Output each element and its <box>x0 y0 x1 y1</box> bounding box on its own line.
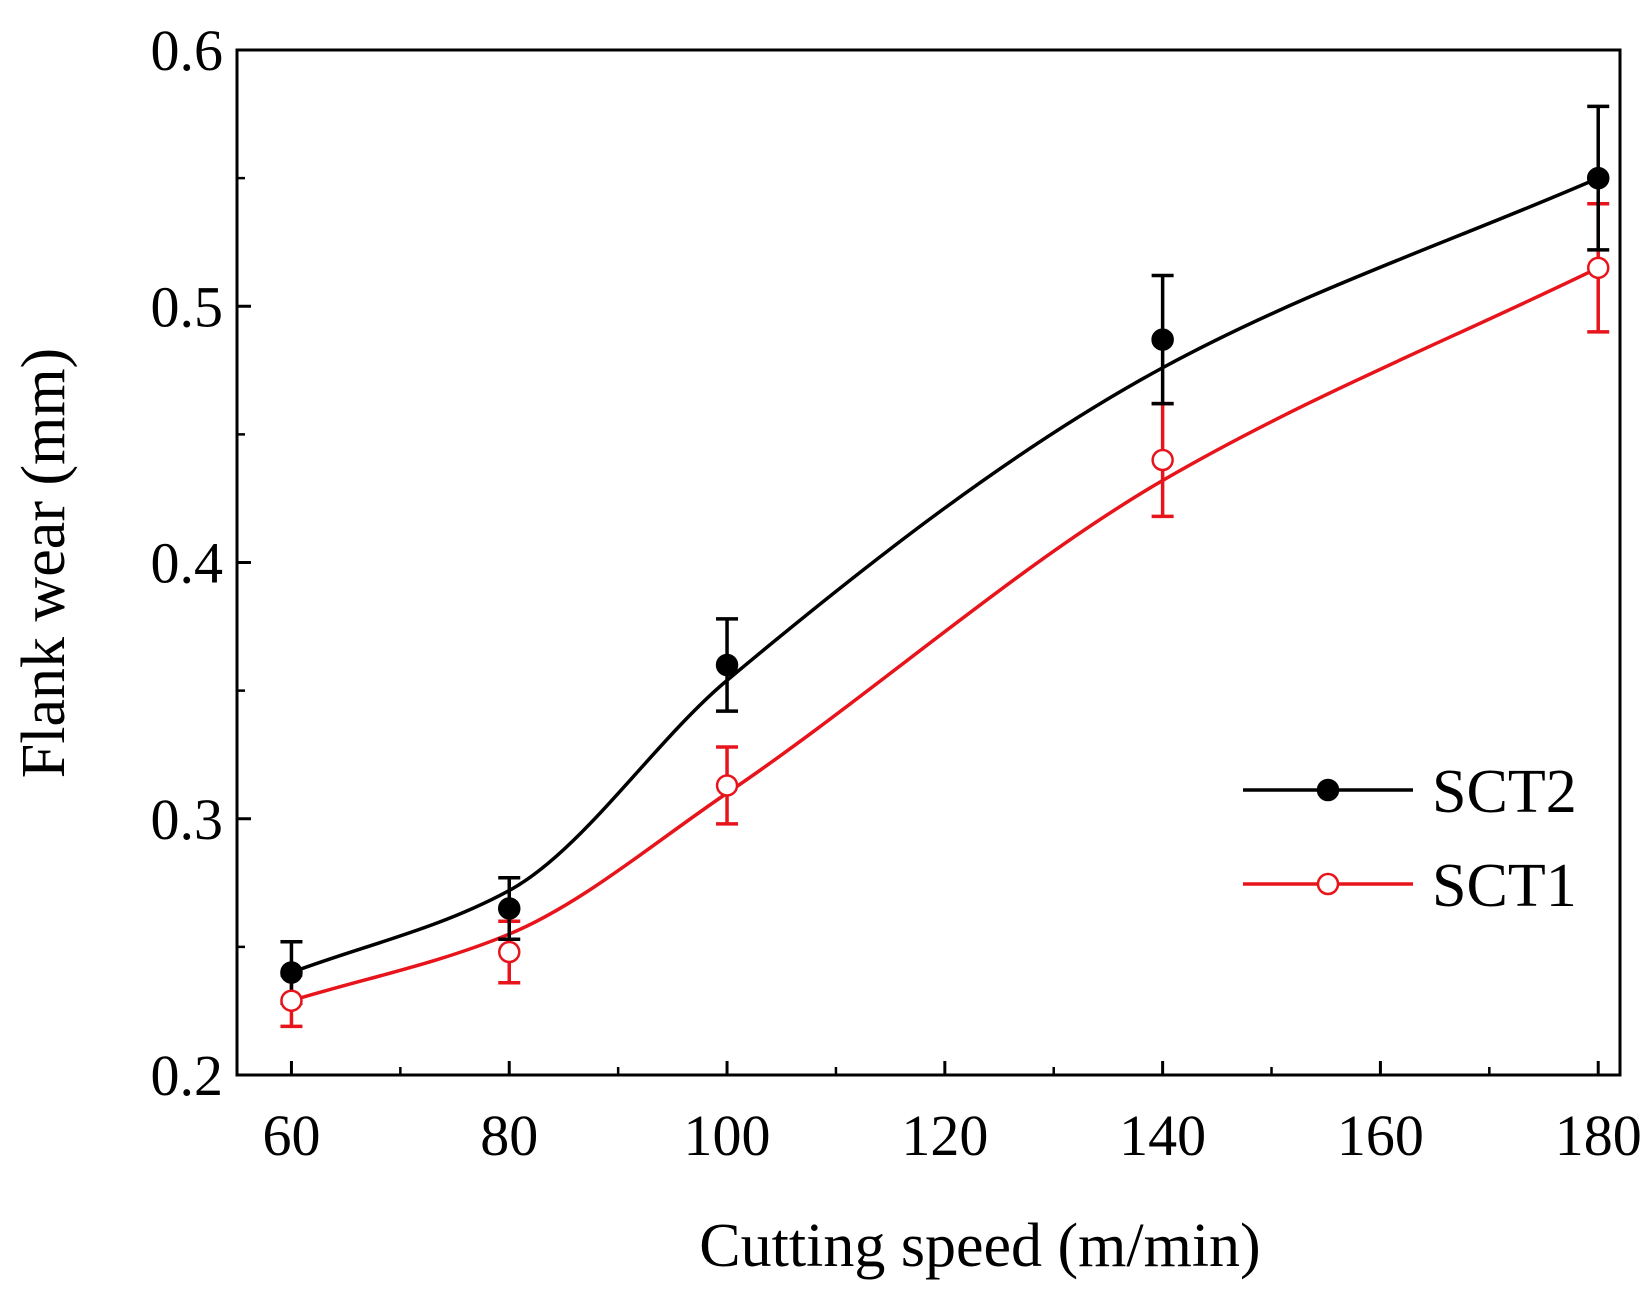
data-point-sct1 <box>715 774 739 797</box>
y-tick-label: 0.2 <box>151 1043 224 1108</box>
data-point-sct2 <box>715 653 739 677</box>
x-tick-label: 180 <box>1555 1103 1642 1168</box>
y-tick-label: 0.4 <box>151 531 224 596</box>
series-line-sct2 <box>290 176 1599 975</box>
data-point-sct1 <box>497 940 521 964</box>
x-axis-label: Cutting speed (m/min) <box>699 1212 1260 1280</box>
x-tick-label: 80 <box>480 1103 538 1168</box>
data-point-sct2 <box>1151 328 1174 351</box>
y-tick-label: 0.6 <box>151 18 224 83</box>
legend-marker-sct1 <box>1316 872 1340 896</box>
data-point-sct1 <box>280 989 303 1012</box>
data-point-sct1 <box>1586 256 1610 280</box>
data-point-sct2 <box>280 961 303 984</box>
x-tick-label: 120 <box>901 1103 988 1168</box>
x-tick-label: 160 <box>1337 1103 1424 1168</box>
legend-label-sct1: SCT1 <box>1432 852 1577 920</box>
series-line-sct1 <box>290 266 1599 1003</box>
x-tick-label: 140 <box>1119 1103 1206 1168</box>
data-point-sct2 <box>1586 166 1610 190</box>
x-tick-label: 60 <box>262 1103 320 1168</box>
x-tick-label: 100 <box>684 1103 771 1168</box>
y-tick-label: 0.3 <box>151 787 224 852</box>
legend-marker-sct2 <box>1316 778 1340 802</box>
data-point-sct2 <box>497 897 521 920</box>
y-axis-ticks: 0.2 0.3 0.4 0.5 0.6 <box>151 18 251 1108</box>
legend: SCT2 SCT1 <box>1243 758 1577 920</box>
data-point-sct1 <box>1151 448 1174 472</box>
y-axis-label: Flank wear (mm) <box>10 348 78 778</box>
legend-label-sct2: SCT2 <box>1432 758 1577 826</box>
y-tick-label: 0.5 <box>151 274 224 339</box>
data-markers <box>280 166 1610 1012</box>
x-axis-ticks: 60 80 100 120 140 160 180 <box>262 1061 1642 1168</box>
fit-curves <box>290 176 1599 1003</box>
